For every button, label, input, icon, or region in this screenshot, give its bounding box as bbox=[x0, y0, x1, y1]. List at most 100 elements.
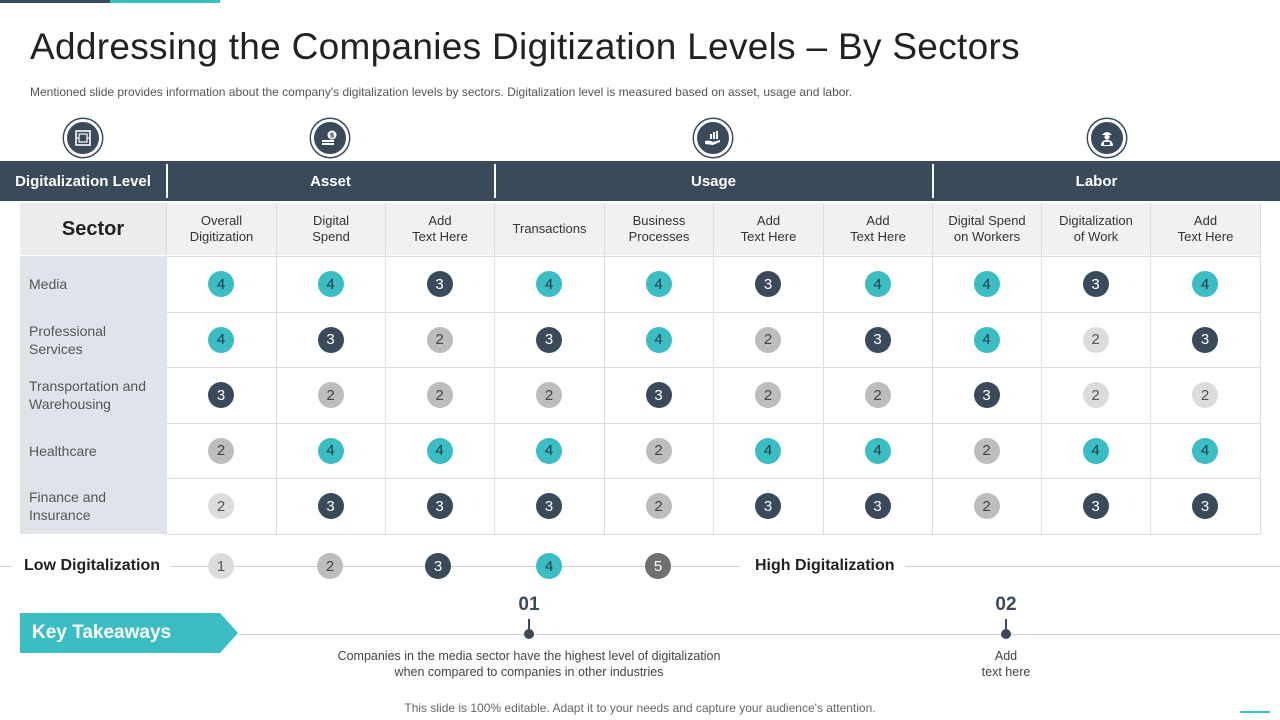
column-header: Add Text Here bbox=[824, 203, 932, 255]
page-title: Addressing the Companies Digitization Le… bbox=[30, 26, 1020, 67]
grid-line bbox=[166, 367, 1260, 368]
column-header-text: Transactions bbox=[513, 221, 587, 237]
level-dot: 2 bbox=[536, 382, 562, 408]
grid-line bbox=[166, 312, 1260, 313]
grid-line bbox=[823, 203, 824, 534]
grid-line bbox=[166, 256, 1260, 257]
key-takeaways-label: Key Takeaways bbox=[20, 613, 238, 653]
column-header-line: Add bbox=[756, 213, 781, 228]
level-dot: 4 bbox=[864, 271, 891, 297]
level-dot: 2 bbox=[426, 326, 453, 353]
legend-level-dot: 4 bbox=[536, 553, 562, 579]
takeaway-stem bbox=[528, 619, 530, 630]
page-subtitle: Mentioned slide provides information abo… bbox=[30, 85, 853, 99]
sector-label: Professional Services bbox=[29, 322, 106, 358]
level-dot: 4 bbox=[426, 437, 453, 464]
level-dot: 2 bbox=[1082, 382, 1109, 408]
takeaway-line: Add bbox=[994, 649, 1018, 663]
column-header-text: Add Text Here bbox=[741, 213, 797, 245]
grid-line bbox=[276, 203, 277, 534]
level-dot: 4 bbox=[973, 326, 1000, 353]
sector-label-line: Healthcare bbox=[29, 442, 97, 459]
corner-accent bbox=[1240, 711, 1270, 713]
column-header-text: Overall Digitization bbox=[190, 213, 254, 245]
level-dot: 2 bbox=[208, 493, 234, 519]
column-header-line: Overall bbox=[200, 213, 243, 228]
asset-group-header: Asset bbox=[310, 172, 351, 190]
grid-line bbox=[932, 203, 933, 534]
level-dot: 4 bbox=[645, 326, 672, 353]
legend-line bbox=[905, 566, 1280, 567]
grid-line bbox=[1150, 203, 1151, 534]
column-header-line: Transactions bbox=[512, 221, 587, 236]
column-header-line: Text Here bbox=[412, 229, 468, 244]
level-dot: 3 bbox=[426, 493, 453, 519]
column-header: Overall Digitization bbox=[167, 203, 276, 255]
level-dot: 3 bbox=[1082, 271, 1109, 297]
column-header: Business Processes bbox=[605, 203, 713, 255]
sector-label-line: Services bbox=[29, 340, 83, 357]
column-header-line: on Workers bbox=[953, 229, 1021, 244]
band-separator bbox=[932, 164, 934, 198]
sector-column bbox=[20, 256, 166, 534]
level-dot: 4 bbox=[536, 437, 562, 464]
level-dot: 3 bbox=[864, 493, 891, 519]
money-hand-icon: $ bbox=[311, 119, 349, 157]
column-header-line: Add bbox=[1193, 213, 1218, 228]
grid-line bbox=[166, 203, 167, 534]
sector-label-line: Finance and bbox=[29, 489, 107, 505]
takeaway-line: text here bbox=[981, 665, 1031, 679]
takeaway-number: 02 bbox=[995, 594, 1017, 615]
column-header-line: Text Here bbox=[1177, 229, 1234, 244]
takeaway-node bbox=[524, 629, 534, 639]
takeaways-line bbox=[238, 634, 1280, 635]
level-dot: 3 bbox=[536, 493, 562, 519]
column-header: Digital Spend on Workers bbox=[933, 203, 1041, 255]
sector-label: Transportation and Warehousing bbox=[29, 377, 146, 413]
column-header: Add Text Here bbox=[714, 203, 823, 255]
column-header-line: Digitalization bbox=[1059, 213, 1133, 228]
column-header: Digitalization of Work bbox=[1042, 203, 1150, 255]
column-header-line: Add bbox=[866, 213, 890, 228]
sector-label-line: Professional bbox=[29, 322, 107, 339]
level-dot: 2 bbox=[645, 493, 672, 519]
column-header-text: Digital Spend bbox=[312, 213, 350, 245]
level-dot: 2 bbox=[973, 493, 1000, 519]
level-dot: 3 bbox=[426, 271, 453, 297]
takeaway-text: Companies in the media sector have the h… bbox=[319, 648, 739, 680]
level-dot: 2 bbox=[645, 437, 672, 464]
level-dot: 2 bbox=[317, 382, 344, 408]
sector-label-line: Transportation and bbox=[29, 378, 146, 394]
level-dot: 3 bbox=[864, 326, 891, 353]
sector-header: Sector bbox=[20, 203, 166, 255]
column-header-text: Add Text Here bbox=[850, 213, 906, 245]
level-dot: 4 bbox=[208, 326, 234, 353]
takeaway-stem bbox=[1005, 619, 1007, 630]
grid-line bbox=[1260, 203, 1261, 534]
legend-level-dot: 5 bbox=[645, 553, 671, 579]
grid-line bbox=[385, 203, 386, 534]
chart-hand-icon bbox=[694, 119, 732, 157]
column-header-text: Add Text Here bbox=[1178, 213, 1234, 245]
level-dot: 4 bbox=[973, 271, 1000, 297]
level-dot: 3 bbox=[1192, 326, 1218, 353]
level-dot: 2 bbox=[1192, 382, 1218, 408]
band-separator bbox=[494, 164, 496, 198]
top-accent-teal bbox=[110, 0, 220, 3]
grid-line bbox=[166, 423, 1260, 424]
column-header: Transactions bbox=[495, 203, 604, 255]
level-dot: 2 bbox=[755, 382, 781, 408]
band-separator bbox=[166, 164, 168, 198]
legend-line bbox=[0, 566, 12, 567]
column-header-line: Digitization bbox=[189, 229, 254, 244]
sector-label-line: Warehousing bbox=[29, 396, 111, 412]
level-dot: 3 bbox=[645, 382, 672, 408]
low-digitalization-label: Low Digitalization bbox=[24, 557, 160, 574]
level-dot: 4 bbox=[1192, 437, 1218, 464]
header-band bbox=[0, 161, 1280, 201]
column-header: Add Text Here bbox=[386, 203, 494, 255]
svg-text:$: $ bbox=[330, 132, 335, 140]
column-header-text: Digitalization of Work bbox=[1059, 213, 1133, 245]
column-header-line: Processes bbox=[628, 229, 690, 244]
legend-level-dot: 2 bbox=[317, 553, 343, 579]
